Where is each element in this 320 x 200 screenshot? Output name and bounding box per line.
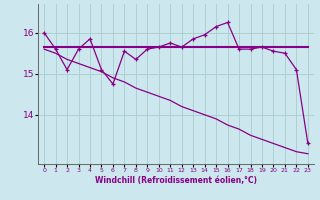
X-axis label: Windchill (Refroidissement éolien,°C): Windchill (Refroidissement éolien,°C) [95,176,257,185]
